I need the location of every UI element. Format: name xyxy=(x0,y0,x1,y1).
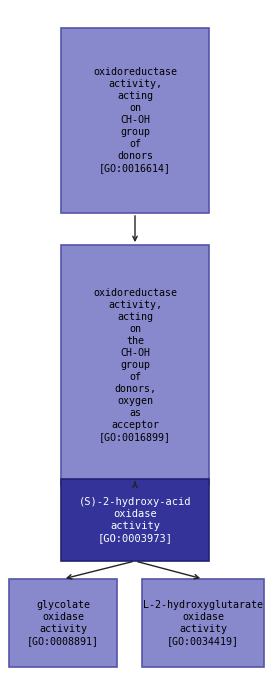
Text: (S)-2-hydroxy-acid
oxidase
activity
[GO:0003973]: (S)-2-hydroxy-acid oxidase activity [GO:… xyxy=(79,497,191,543)
FancyBboxPatch shape xyxy=(9,579,117,667)
Text: glycolate
oxidase
activity
[GO:0008891]: glycolate oxidase activity [GO:0008891] xyxy=(27,600,99,646)
FancyBboxPatch shape xyxy=(61,27,209,212)
FancyBboxPatch shape xyxy=(142,579,264,667)
FancyBboxPatch shape xyxy=(61,245,209,485)
Text: oxidoreductase
activity,
acting
on
CH-OH
group
of
donors
[GO:0016614]: oxidoreductase activity, acting on CH-OH… xyxy=(93,67,177,173)
Text: L-2-hydroxyglutarate
oxidase
activity
[GO:0034419]: L-2-hydroxyglutarate oxidase activity [G… xyxy=(143,600,263,646)
FancyBboxPatch shape xyxy=(61,479,209,561)
Text: oxidoreductase
activity,
acting
on
the
CH-OH
group
of
donors,
oxygen
as
acceptor: oxidoreductase activity, acting on the C… xyxy=(93,288,177,442)
